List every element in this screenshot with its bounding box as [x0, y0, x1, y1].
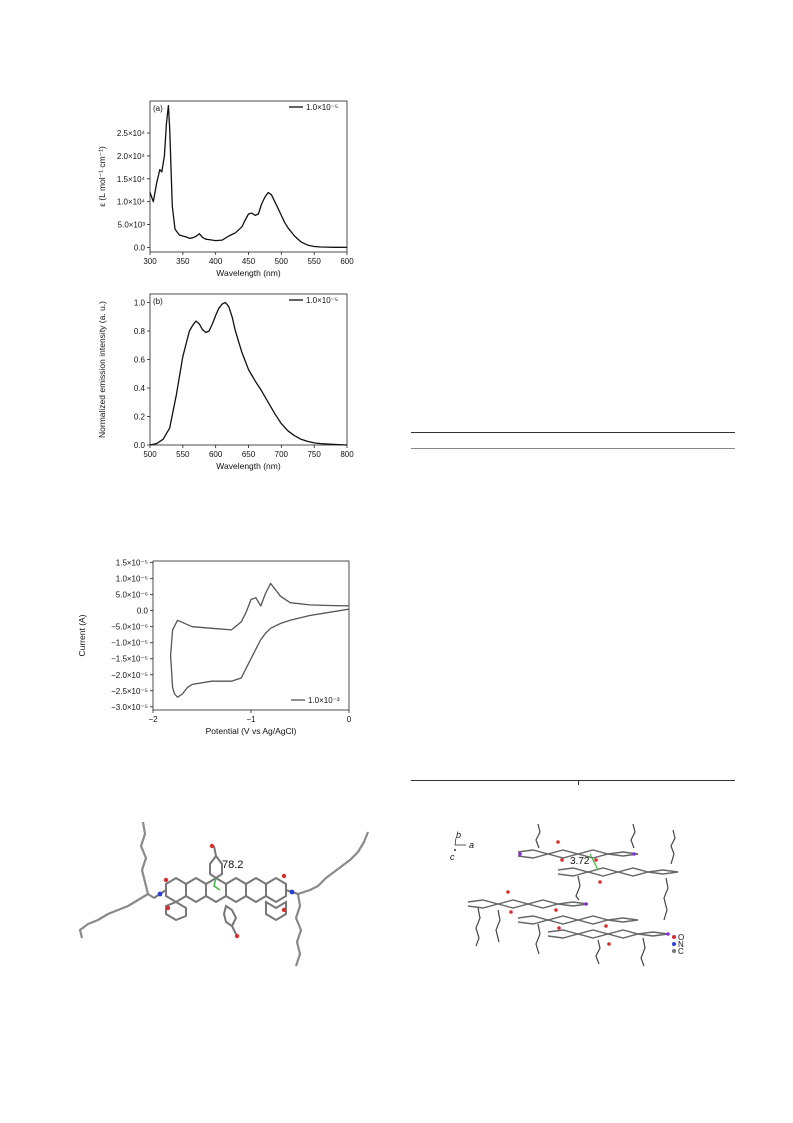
panel-label: (a) [153, 104, 163, 113]
y-tick-label: 0.0 [137, 607, 149, 616]
absorption-chart-panel: 300 350 400 450 500 550 600 0.0 5.0×10³ 1.0×10⁴ 1.… [95, 95, 355, 285]
molecular-structure-figure: 78.2 [78, 820, 370, 970]
legend-label: 1.0×10⁻⁵ [306, 296, 338, 305]
x-tick-label: 600 [340, 257, 354, 266]
table-bottom-rule [411, 780, 735, 781]
molecule-drawing: 78.2 [78, 821, 370, 967]
y-tick-label: 0.8 [134, 327, 146, 336]
alkyl-chains [78, 821, 370, 967]
x-tick-label: 350 [176, 257, 190, 266]
oxygen-atom [281, 873, 287, 879]
stacking-distance-line [589, 853, 599, 871]
axis-c-label: c [450, 852, 455, 862]
series-line [149, 104, 348, 249]
x-tick-label: 450 [242, 257, 256, 266]
x-axis-label: Wavelength (nm) [216, 461, 281, 471]
legend-label-c: C [678, 947, 684, 956]
x-axis-label: Wavelength (nm) [216, 268, 281, 278]
nitrogen-atom [289, 889, 295, 895]
x-axis-label: Potential (V vs Ag/AgCl) [206, 726, 297, 736]
y-tick-label: 2.5×10⁴ [117, 129, 146, 138]
x-tick-label: 500 [275, 257, 289, 266]
y-tick-label: 1.0×10⁻⁵ [116, 575, 148, 584]
emission-chart: 500 550 600 650 700 750 800 0.0 0.2 0.4 0.6 0.8 1.0 W… [97, 293, 354, 471]
x-tick-label: 800 [340, 450, 354, 459]
table-header-rule [411, 448, 735, 449]
y-tick-label: 0.4 [134, 384, 146, 393]
legend-marker-c [672, 949, 676, 953]
x-tick-label: 550 [176, 450, 190, 459]
legend-label: 1.0×10⁻³ [308, 696, 340, 705]
x-tick-label: 700 [275, 450, 289, 459]
series-line [149, 301, 348, 446]
x-tick-label: 0 [347, 715, 352, 724]
y-tick-label: 0.6 [134, 356, 146, 365]
perylene-core [153, 845, 299, 935]
y-tick-label: −2.5×10⁻⁵ [111, 687, 148, 696]
table-top-rule [411, 432, 735, 433]
y-tick-label: 1.5×10⁴ [117, 175, 146, 184]
dihedral-angle-label: 78.2 [222, 859, 243, 871]
x-tick-label: 650 [242, 450, 256, 459]
cv-chart-panel: −2 −1 0 1.5×10⁻⁵ 1.0×10⁻⁵ 5.0×10⁻⁶ 0.0 −5.0×10⁻… [75, 555, 360, 750]
element-legend: O N C [672, 933, 684, 956]
legend-label-n: N [678, 940, 684, 949]
table-column-divider [578, 780, 579, 785]
y-tick-label: 1.5×10⁻⁵ [116, 559, 148, 568]
y-tick-label: 5.0×10³ [118, 221, 146, 230]
legend-label: 1.0×10⁻⁵ [306, 103, 338, 112]
oxygen-atom [165, 905, 171, 911]
y-tick-label: 2.0×10⁴ [117, 152, 146, 161]
y-axis-label: ε (L mol⁻¹ cm⁻¹) [97, 146, 107, 207]
packing-drawing: b a c [450, 823, 684, 967]
oxygen-atom [234, 933, 240, 939]
y-tick-label: −5.0×10⁻⁶ [111, 623, 148, 632]
x-tick-label: 500 [143, 450, 157, 459]
y-tick-label: −1.5×10⁻⁵ [111, 655, 148, 664]
cv-chart: −2 −1 0 1.5×10⁻⁵ 1.0×10⁻⁵ 5.0×10⁻⁶ 0.0 −5.0×10⁻… [77, 559, 352, 736]
axis-triad: b a c [450, 830, 474, 862]
absorption-chart: 300 350 400 450 500 550 600 0.0 5.0×10³ 1.0×10⁴ 1.… [97, 100, 354, 278]
y-tick-label: 1.0 [134, 299, 146, 308]
axis-b-label: b [456, 830, 461, 840]
nitrogen-atom [157, 891, 163, 897]
x-tick-label: 750 [307, 450, 321, 459]
x-tick-label: 600 [209, 450, 223, 459]
crystal-packing-figure: b a c [438, 820, 710, 970]
emission-chart-panel: 500 550 600 650 700 750 800 0.0 0.2 0.4 0.6 0.8 1.0 W… [95, 288, 355, 483]
panel-label: (b) [153, 297, 163, 306]
x-tick-label: 550 [307, 257, 321, 266]
stacked-molecules [467, 849, 679, 939]
legend-marker-n [672, 942, 676, 946]
x-tick-label: −2 [148, 715, 158, 724]
y-tick-label: 1.0×10⁴ [117, 198, 146, 207]
legend-label-o: O [678, 933, 684, 942]
y-tick-label: 0.0 [134, 441, 146, 450]
oxygen-atom [163, 877, 169, 883]
y-tick-label: −1.0×10⁻⁵ [111, 639, 148, 648]
legend-marker-o [672, 935, 676, 939]
plot-frame [149, 100, 348, 253]
packing-alkyl-chains [475, 823, 676, 967]
y-tick-label: 0.2 [134, 413, 146, 422]
oxygen-atom [209, 843, 215, 849]
axis-a-label: a [469, 840, 474, 850]
y-tick-label: −2.0×10⁻⁵ [111, 671, 148, 680]
x-tick-label: 300 [143, 257, 157, 266]
packing-heteroatoms [506, 840, 670, 946]
plot-frame [152, 560, 350, 711]
x-tick-label: 400 [209, 257, 223, 266]
y-tick-label: 5.0×10⁻⁶ [116, 591, 148, 600]
dihedral-angle-line [213, 877, 221, 891]
stacking-distance-label: 3.72 [570, 856, 590, 867]
y-axis-label: Current (A) [77, 614, 87, 656]
y-axis-label: Normalized emission intensity (a. u.) [97, 301, 107, 438]
series-line [169, 582, 350, 698]
y-tick-label: −3.0×10⁻⁵ [111, 703, 148, 712]
x-tick-label: −1 [246, 715, 256, 724]
y-tick-label: 0.0 [134, 243, 146, 252]
oxygen-atom [281, 907, 287, 913]
